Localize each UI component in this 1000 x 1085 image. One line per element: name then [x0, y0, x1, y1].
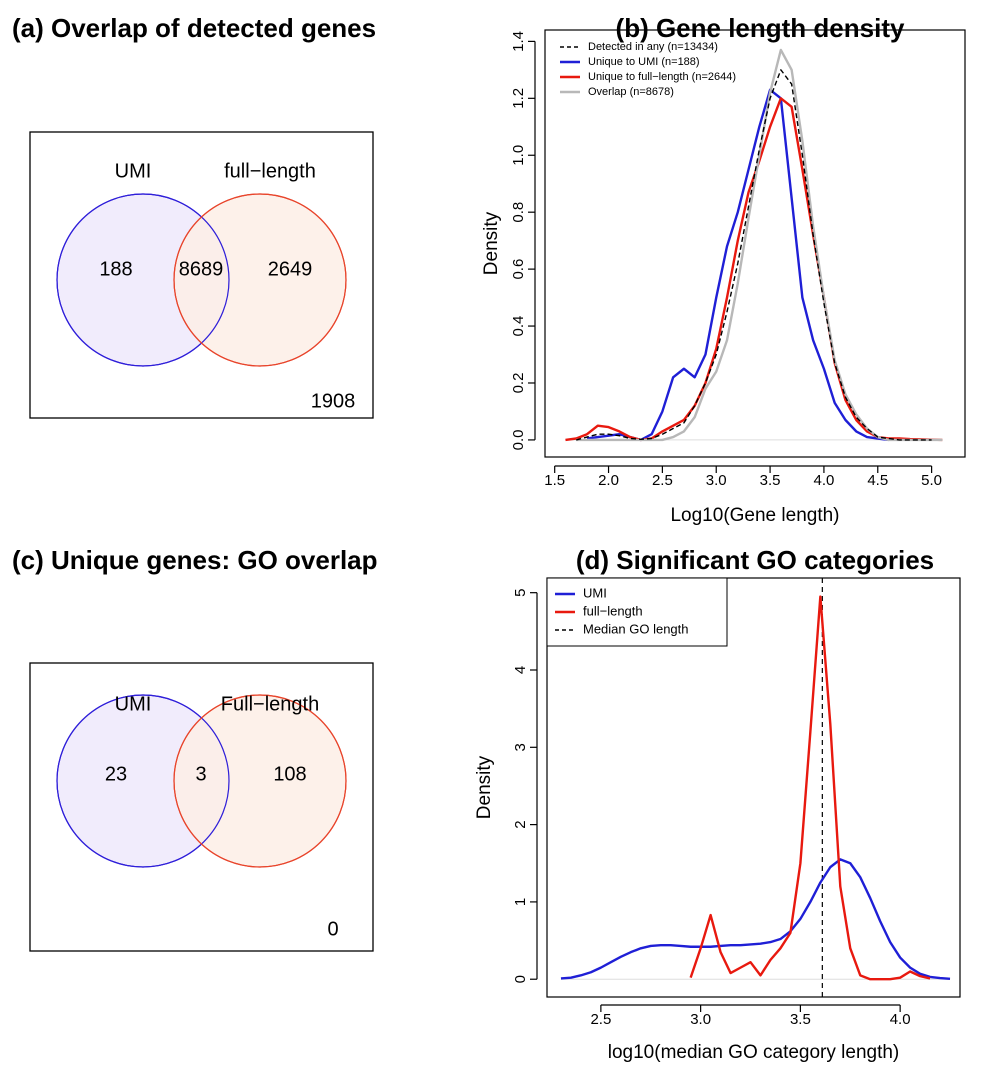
y-tick-label: 3: [512, 743, 529, 751]
x-tick-label: 3.0: [690, 1011, 711, 1028]
x-tick-label: 2.0: [598, 472, 619, 489]
plot-frame: [546, 577, 961, 998]
legend-label: Unique to full−length (n=2644): [588, 71, 736, 83]
legend-label: UMI: [583, 585, 607, 600]
legend-label: Unique to UMI (n=188): [588, 56, 700, 68]
venn-count: 108: [273, 763, 306, 785]
set-label: UMI: [115, 160, 152, 182]
venn-frame: [29, 131, 374, 419]
x-tick-label: 4.0: [813, 472, 834, 489]
y-axis-label: Density: [481, 211, 502, 275]
set-label: UMI: [115, 693, 152, 715]
y-tick-label: 0.0: [510, 429, 527, 450]
x-axis-label: log10(median GO category length): [608, 1042, 900, 1063]
x-tick-label: 3.5: [790, 1011, 811, 1028]
panel-title: (d) Significant GO categories: [576, 545, 934, 575]
x-tick-label: 4.0: [890, 1011, 911, 1028]
x-tick-label: 1.5: [544, 472, 565, 489]
y-tick-label: 0.6: [510, 259, 527, 280]
set-label: full−length: [224, 160, 316, 182]
venn-count: 8689: [179, 258, 224, 280]
y-tick-label: 1.0: [510, 145, 527, 166]
venn-count: 188: [99, 258, 132, 280]
y-tick-label: 0.4: [510, 316, 527, 337]
venn-outline: [56, 193, 230, 367]
y-tick-label: 0: [512, 975, 529, 983]
y-tick-label: 4: [512, 666, 529, 674]
venn-count: 1908: [311, 390, 356, 412]
venn-outline: [173, 694, 347, 868]
y-tick-label: 1: [512, 898, 529, 906]
legend-box: [546, 577, 728, 647]
density-line: [689, 595, 931, 981]
legend-label: Median GO length: [583, 621, 689, 636]
venn-outline: [56, 694, 230, 868]
density-line: [560, 858, 951, 981]
x-tick-label: 2.5: [652, 472, 673, 489]
y-tick-label: 0.2: [510, 373, 527, 394]
venn-count: 2649: [268, 258, 313, 280]
set-label: Full−length: [221, 693, 319, 715]
panel-title: (c) Unique genes: GO overlap: [12, 545, 378, 575]
venn-count: 3: [195, 763, 206, 785]
x-tick-label: 3.0: [706, 472, 727, 489]
legend-label: Overlap (n=8678): [588, 86, 674, 98]
y-tick-label: 1.4: [510, 31, 527, 52]
panel-title: (a) Overlap of detected genes: [12, 13, 376, 43]
x-tick-label: 4.5: [867, 472, 888, 489]
y-tick-label: 0.8: [510, 202, 527, 223]
x-tick-label: 2.5: [590, 1011, 611, 1028]
density-line: [576, 69, 932, 441]
venn-outline: [173, 193, 347, 367]
x-tick-label: 3.5: [760, 472, 781, 489]
x-tick-label: 5.0: [921, 472, 942, 489]
y-axis-label: Density: [474, 755, 495, 819]
y-tick-label: 2: [512, 820, 529, 828]
density-line: [576, 48, 943, 442]
y-tick-label: 5: [512, 589, 529, 597]
plot-frame: [544, 29, 966, 458]
panel-title: (b) Gene length density: [616, 13, 905, 43]
legend-label: full−length: [583, 603, 643, 618]
x-axis-label: Log10(Gene length): [670, 505, 839, 526]
venn-count: 23: [105, 763, 127, 785]
venn-frame: [29, 662, 374, 952]
legend-label: Detected in any (n=13434): [588, 41, 718, 53]
venn-count: 0: [327, 918, 338, 940]
y-tick-label: 1.2: [510, 88, 527, 109]
